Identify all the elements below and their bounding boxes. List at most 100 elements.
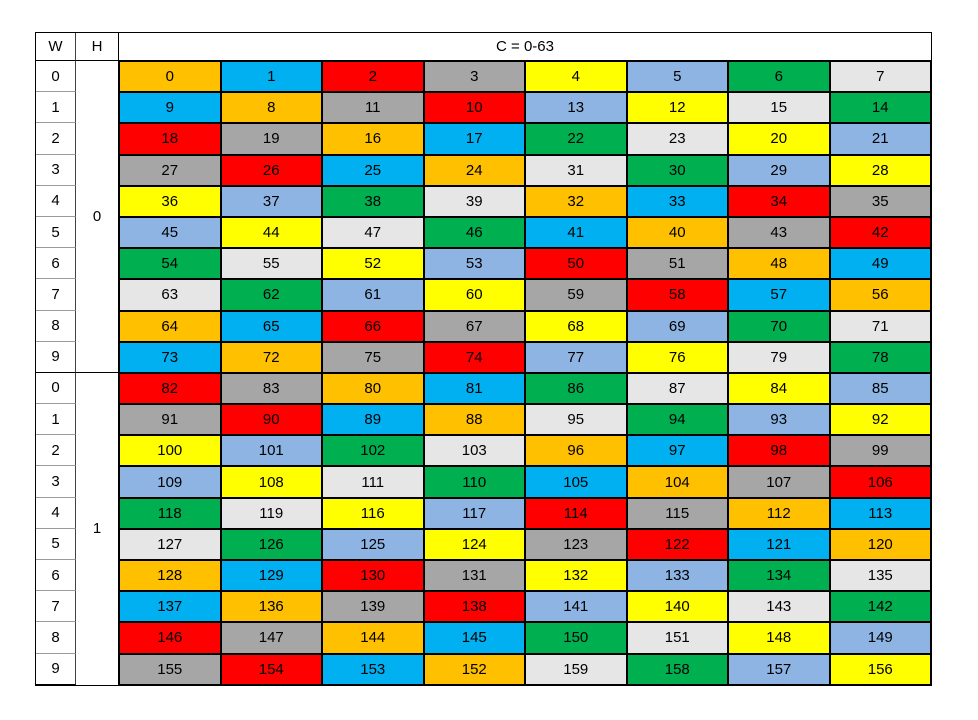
code-cell: 32 [525, 185, 627, 217]
w-row-label: 7 [36, 279, 76, 311]
code-cell: 90 [220, 404, 322, 436]
code-cell: 48 [728, 248, 830, 280]
w-row-label: 5 [36, 216, 76, 249]
code-cell: 72 [220, 341, 322, 373]
code-cell: 71 [829, 310, 931, 342]
code-cell: 132 [525, 560, 627, 592]
code-cell: 98 [728, 435, 830, 467]
code-cell: 2 [322, 61, 424, 93]
w-row-label: 3 [36, 466, 76, 498]
code-cell: 137 [119, 591, 221, 623]
code-cell: 149 [829, 622, 931, 654]
code-cell: 108 [220, 466, 322, 498]
code-cell: 112 [728, 497, 830, 529]
code-cell: 89 [322, 404, 424, 436]
w-row-label: 9 [36, 653, 76, 685]
code-cell: 30 [626, 154, 728, 186]
code-cell: 77 [525, 341, 627, 373]
code-cell: 46 [423, 216, 525, 249]
code-cell: 133 [626, 560, 728, 592]
code-cell: 9 [119, 92, 221, 124]
code-cell: 55 [220, 248, 322, 280]
code-cell: 50 [525, 248, 627, 280]
code-cell: 86 [525, 372, 627, 405]
code-cell: 141 [525, 591, 627, 623]
code-cell: 95 [525, 404, 627, 436]
code-cell: 123 [525, 528, 627, 560]
code-cell: 59 [525, 279, 627, 311]
color-code-table: W H C = 0-63 0 0 0 1 2 3 4 5 6 7 1 9 8 11 10 13 12 15 14 2 1… [35, 32, 932, 686]
code-cell: 159 [525, 653, 627, 685]
code-cell: 12 [626, 92, 728, 124]
code-cell: 57 [728, 279, 830, 311]
code-cell: 99 [829, 435, 931, 467]
code-cell: 92 [829, 404, 931, 436]
code-cell: 44 [220, 216, 322, 249]
code-cell: 101 [220, 435, 322, 467]
code-cell: 29 [728, 154, 830, 186]
code-cell: 154 [220, 653, 322, 685]
code-cell: 75 [322, 341, 424, 373]
code-cell: 140 [626, 591, 728, 623]
code-cell: 31 [525, 154, 627, 186]
code-cell: 109 [119, 466, 221, 498]
code-cell: 23 [626, 123, 728, 155]
code-cell: 37 [220, 185, 322, 217]
code-cell: 56 [829, 279, 931, 311]
code-cell: 118 [119, 497, 221, 529]
code-cell: 60 [423, 279, 525, 311]
col-header-h: H [76, 33, 119, 61]
h-group-label: 0 [76, 61, 119, 373]
code-cell: 76 [626, 341, 728, 373]
code-cell: 5 [626, 61, 728, 93]
code-cell: 129 [220, 560, 322, 592]
code-cell: 83 [220, 372, 322, 405]
code-cell: 157 [728, 653, 830, 685]
code-cell: 138 [423, 591, 525, 623]
code-cell: 28 [829, 154, 931, 186]
w-row-label: 1 [36, 92, 76, 124]
code-cell: 36 [119, 185, 221, 217]
code-cell: 34 [728, 185, 830, 217]
code-cell: 134 [728, 560, 830, 592]
code-cell: 136 [220, 591, 322, 623]
code-cell: 66 [322, 310, 424, 342]
code-cell: 61 [322, 279, 424, 311]
code-cell: 78 [829, 341, 931, 373]
code-cell: 144 [322, 622, 424, 654]
code-cell: 63 [119, 279, 221, 311]
code-cell: 115 [626, 497, 728, 529]
code-cell: 117 [423, 497, 525, 529]
code-cell: 104 [626, 466, 728, 498]
code-cell: 127 [119, 528, 221, 560]
code-cell: 68 [525, 310, 627, 342]
code-cell: 119 [220, 497, 322, 529]
code-cell: 147 [220, 622, 322, 654]
code-cell: 11 [322, 92, 424, 124]
code-cell: 107 [728, 466, 830, 498]
code-cell: 73 [119, 341, 221, 373]
code-cell: 3 [423, 61, 525, 93]
code-cell: 145 [423, 622, 525, 654]
code-cell: 87 [626, 372, 728, 405]
code-cell: 131 [423, 560, 525, 592]
code-cell: 7 [829, 61, 931, 93]
w-row-label: 6 [36, 560, 76, 592]
code-cell: 14 [829, 92, 931, 124]
code-cell: 106 [829, 466, 931, 498]
code-cell: 84 [728, 372, 830, 405]
w-row-label: 9 [36, 341, 76, 373]
code-cell: 102 [322, 435, 424, 467]
code-cell: 81 [423, 372, 525, 405]
w-row-label: 6 [36, 248, 76, 280]
w-row-label: 7 [36, 591, 76, 623]
code-cell: 42 [829, 216, 931, 249]
w-row-label: 3 [36, 154, 76, 186]
code-cell: 51 [626, 248, 728, 280]
code-cell: 39 [423, 185, 525, 217]
w-row-label: 4 [36, 185, 76, 217]
code-cell: 142 [829, 591, 931, 623]
code-cell: 10 [423, 92, 525, 124]
code-cell: 148 [728, 622, 830, 654]
code-cell: 79 [728, 341, 830, 373]
